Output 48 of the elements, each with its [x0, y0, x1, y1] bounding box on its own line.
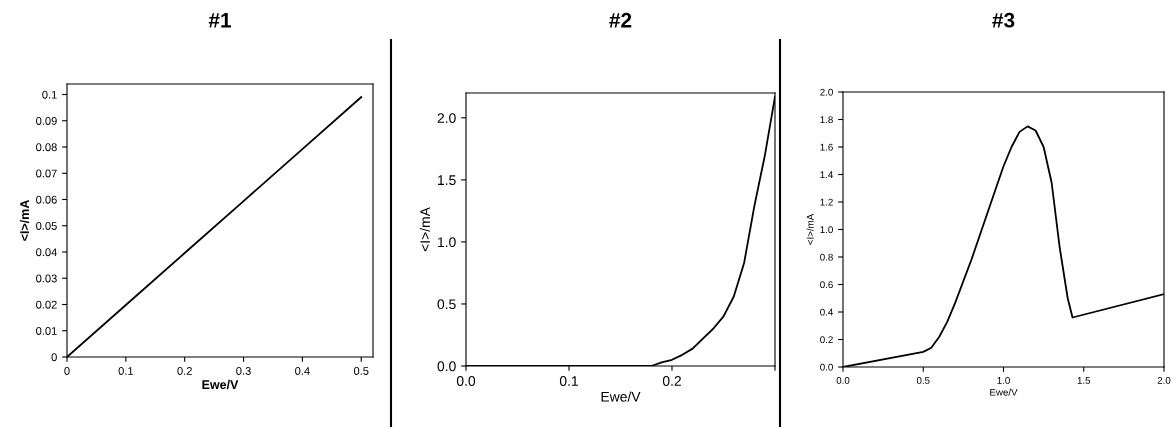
- y-tick-label: 0.05: [36, 222, 57, 230]
- y-tick-label: 1.5: [438, 175, 456, 186]
- y-tick-label: 1.0: [820, 226, 833, 234]
- y-tick-label: 0.1: [42, 90, 57, 99]
- x-tick-label: 0.1: [559, 376, 578, 386]
- y-tick-label: 0.08: [36, 143, 57, 152]
- y-tick-label: 0: [51, 353, 57, 362]
- x-tick-label: 2.0: [1157, 376, 1171, 384]
- x-tick-label: 1.0: [997, 376, 1010, 384]
- x-tick-label: 0.2: [177, 367, 192, 375]
- y-tick-label: 0.09: [36, 117, 57, 125]
- y-tick-label: 0.04: [36, 248, 57, 257]
- x-tick-label: 0.0: [456, 376, 476, 386]
- y-tick-label: 1.0: [438, 237, 456, 248]
- y-tick-label: 0.06: [36, 195, 57, 204]
- y-tick-label: 0.02: [36, 300, 57, 309]
- x-axis-title: Ewe/V: [990, 388, 1018, 396]
- x-tick-label: 0.5: [916, 376, 930, 384]
- y-tick-label: 1.8: [820, 116, 833, 124]
- y-tick-label: 0.01: [36, 327, 57, 335]
- x-tick-label: 0: [64, 367, 70, 375]
- y-tick-label: 0.4: [820, 308, 833, 316]
- y-tick-label: 2.0: [820, 88, 833, 96]
- y-tick-label: 1.2: [820, 198, 833, 206]
- x-tick-label: 0.0: [836, 376, 850, 384]
- y-tick-label: 0.07: [36, 169, 57, 178]
- y-tick-label: 0.5: [437, 299, 456, 310]
- chart-title: #2: [609, 12, 632, 28]
- x-axis-title: Ewe/V: [202, 379, 239, 390]
- y-axis-title: <I>/mA: [419, 207, 431, 252]
- chart-title: #3: [992, 12, 1015, 28]
- y-tick-label: 0.8: [820, 253, 833, 261]
- x-tick-label: 1.5: [1077, 377, 1091, 384]
- y-tick-label: 0.6: [820, 281, 833, 289]
- y-tick-label: 0.03: [36, 274, 57, 283]
- x-tick-label: 0.1: [118, 367, 134, 375]
- x-tick-label: 0.3: [236, 367, 251, 375]
- y-tick-label: 1.4: [820, 171, 833, 179]
- y-tick-label: 2.0: [437, 113, 456, 123]
- chart-title: #1: [208, 13, 232, 28]
- x-tick-label: 0.4: [295, 367, 310, 375]
- y-axis-title: <I>/mA: [806, 213, 814, 245]
- y-axis-title: <I>/mA: [19, 199, 30, 241]
- y-tick-label: 1.6: [820, 143, 833, 151]
- x-tick-label: 0.2: [662, 376, 681, 386]
- x-tick-label: 0.5: [353, 367, 369, 375]
- y-tick-label: 0.2: [820, 336, 833, 344]
- x-axis-title: Ewe/V: [601, 391, 641, 402]
